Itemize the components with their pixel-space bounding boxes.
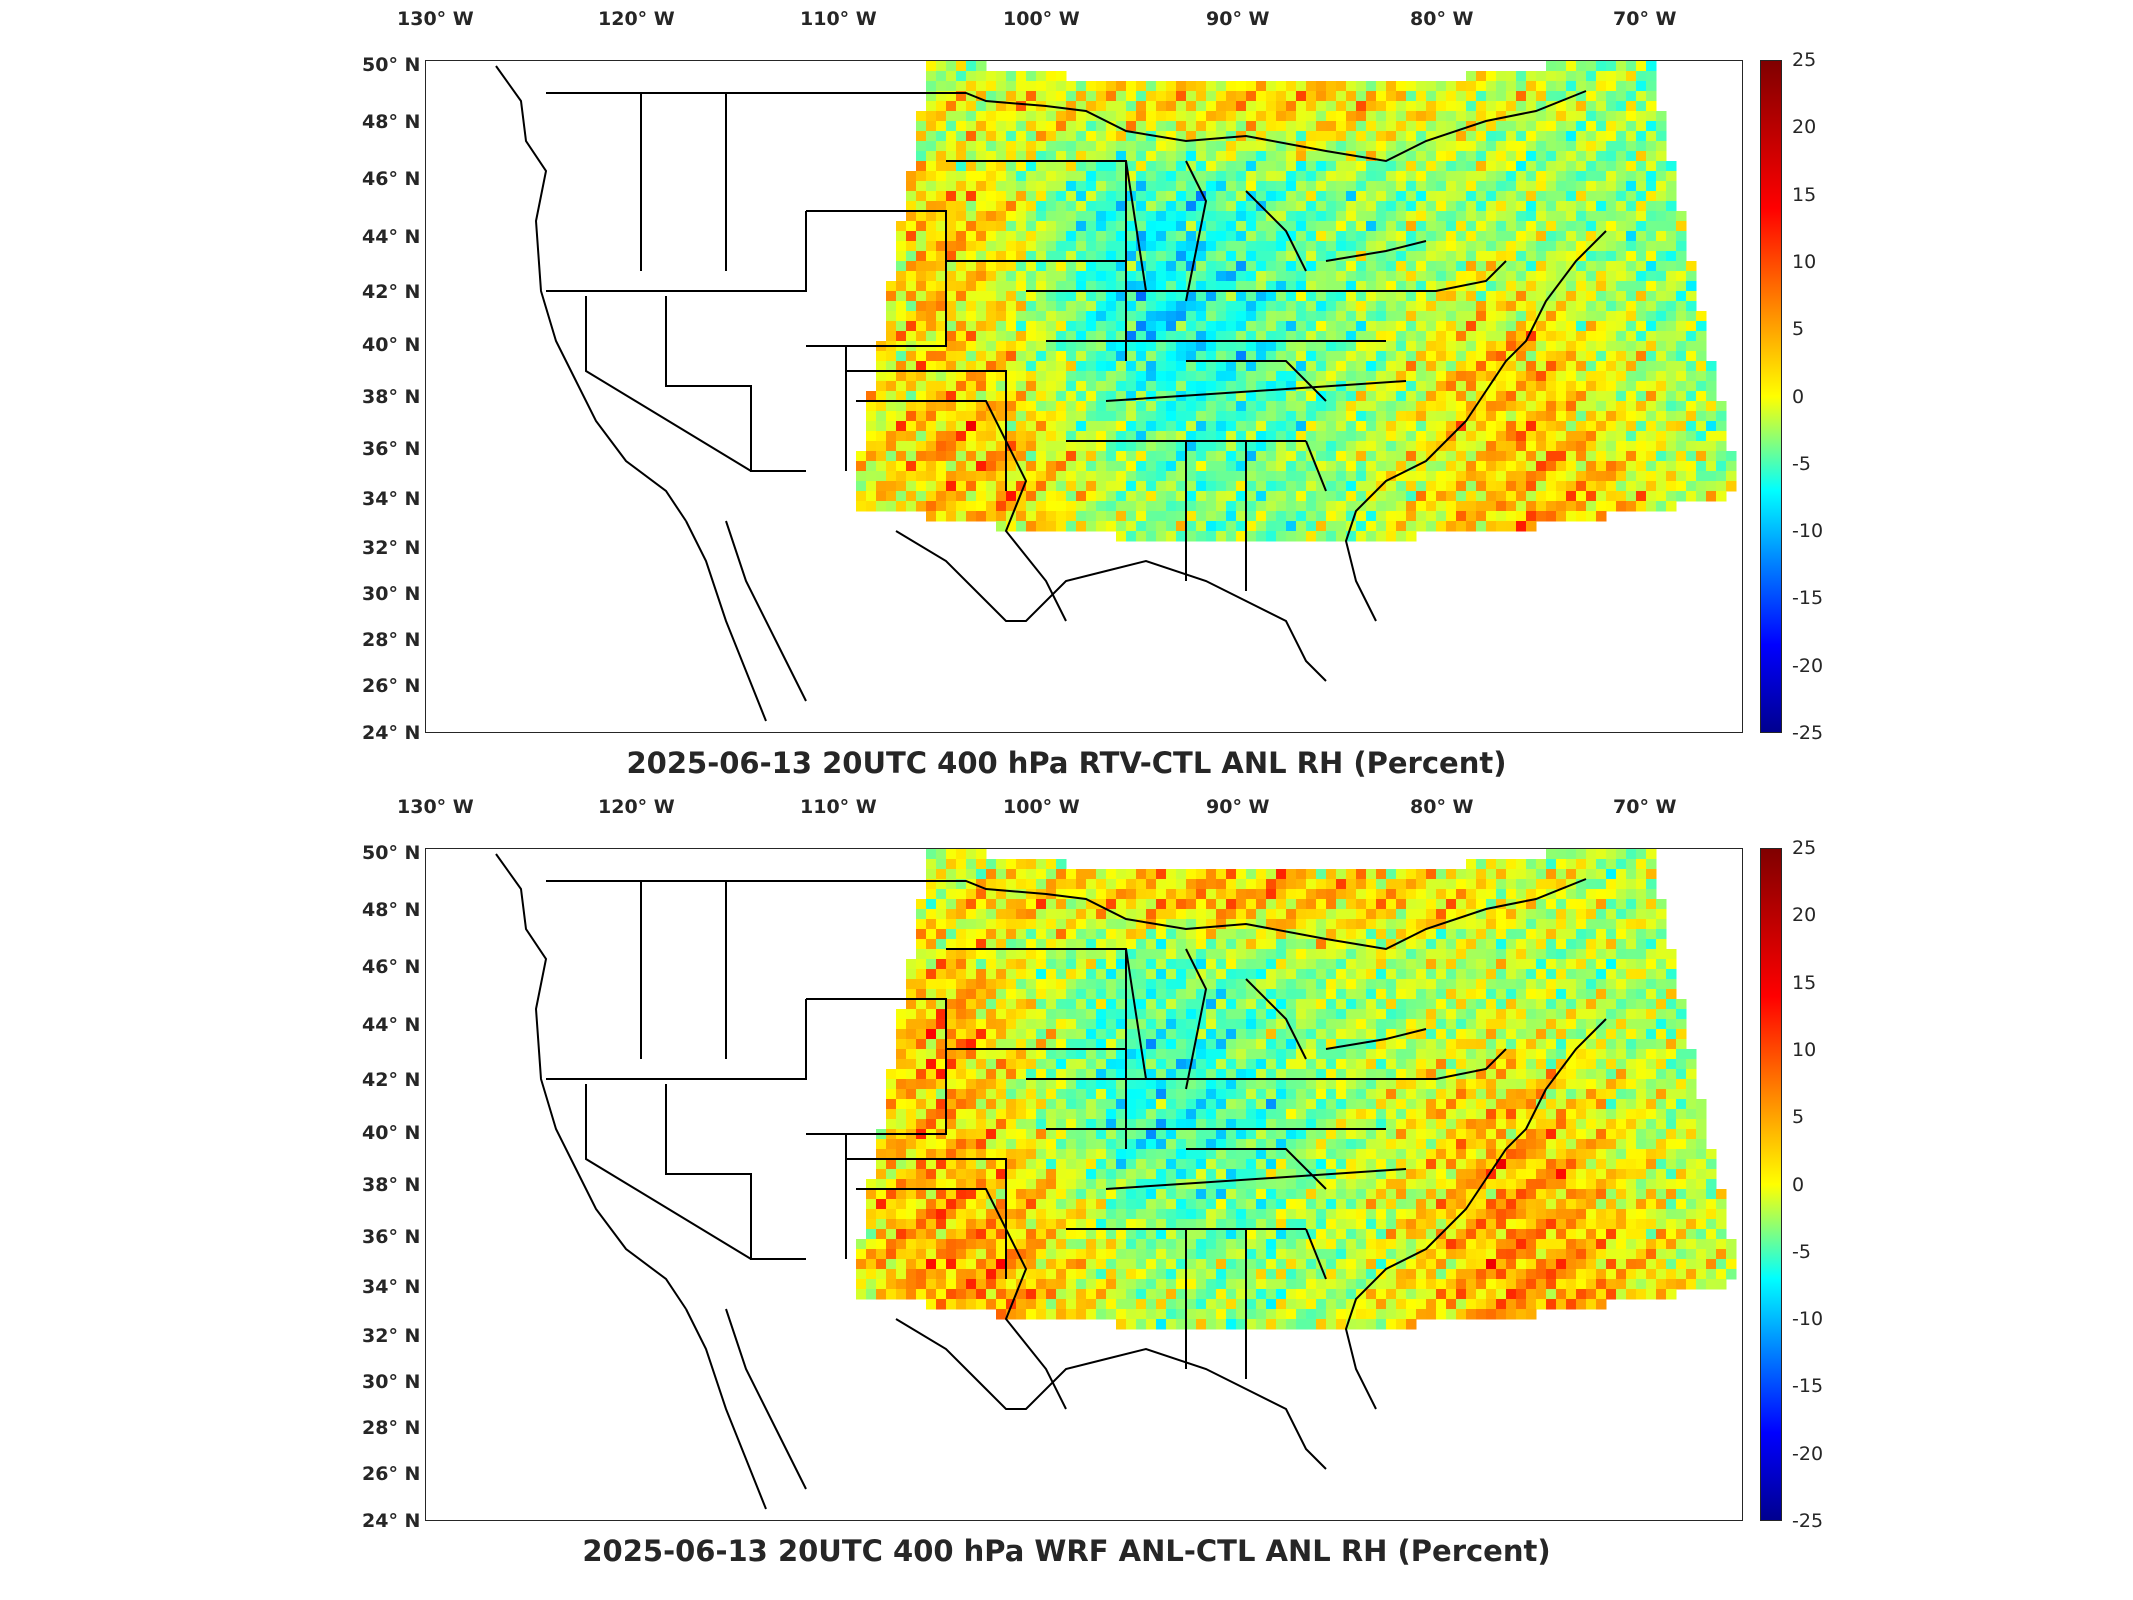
lat-tick: 44° N xyxy=(362,226,420,248)
lat-tick: 30° N xyxy=(362,583,420,605)
colorbar-tick-label: -10 xyxy=(1792,520,1823,542)
lat-tick: 26° N xyxy=(362,675,420,697)
lat-tick: 34° N xyxy=(362,1276,420,1298)
lat-tick: 28° N xyxy=(362,1417,420,1439)
colorbar-tick-label: 15 xyxy=(1792,184,1816,206)
colorbar-tick-label: -5 xyxy=(1792,453,1811,475)
lon-tick: 80° W xyxy=(1410,8,1474,30)
rh-difference-map xyxy=(426,61,1743,733)
panel-title-bottom: 2025-06-13 20UTC 400 hPa WRF ANL-CTL ANL… xyxy=(0,1534,2133,1568)
lat-tick: 24° N xyxy=(362,722,420,744)
lat-tick: 34° N xyxy=(362,488,420,510)
colorbar-tick-label: 25 xyxy=(1792,49,1816,71)
panel-bottom: 130° W 120° W 110° W 100° W 90° W 80° W … xyxy=(0,788,2133,1600)
lat-tick: 32° N xyxy=(362,537,420,559)
lat-tick: 28° N xyxy=(362,629,420,651)
lat-tick: 26° N xyxy=(362,1463,420,1485)
lon-tick: 130° W xyxy=(397,8,474,30)
colorbar-bottom xyxy=(1760,848,1782,1521)
colorbar-tick-label: -10 xyxy=(1792,1308,1823,1330)
lat-tick: 38° N xyxy=(362,386,420,408)
lat-tick: 46° N xyxy=(362,168,420,190)
colorbar-tick-label: 0 xyxy=(1792,1174,1804,1196)
lon-tick: 90° W xyxy=(1206,796,1270,818)
colorbar-tick-label: 5 xyxy=(1792,1106,1804,1128)
map-frame-top xyxy=(425,60,1743,733)
lon-tick: 120° W xyxy=(598,8,675,30)
lon-tick: 70° W xyxy=(1613,8,1677,30)
lon-tick: 110° W xyxy=(800,796,877,818)
boundary-line xyxy=(686,521,766,721)
boundary-line xyxy=(496,66,686,521)
lon-tick: 90° W xyxy=(1206,8,1270,30)
lat-tick: 42° N xyxy=(362,281,420,303)
lat-tick: 24° N xyxy=(362,1510,420,1532)
lat-tick: 40° N xyxy=(362,334,420,356)
colorbar-tick-label: -20 xyxy=(1792,1443,1823,1465)
lat-tick: 50° N xyxy=(362,54,420,76)
boundary-line xyxy=(586,1084,806,1259)
boundary-line xyxy=(586,296,806,471)
lat-tick: 48° N xyxy=(362,899,420,921)
colorbar-tick-label: 10 xyxy=(1792,251,1816,273)
boundary-line xyxy=(896,1319,1326,1469)
lat-tick: 44° N xyxy=(362,1014,420,1036)
lat-tick: 50° N xyxy=(362,842,420,864)
boundary-line xyxy=(896,531,1326,681)
lat-tick: 32° N xyxy=(362,1325,420,1347)
lat-tick: 42° N xyxy=(362,1069,420,1091)
colorbar-tick-label: 20 xyxy=(1792,904,1816,926)
colorbar-tick-label: -5 xyxy=(1792,1241,1811,1263)
panel-title-top: 2025-06-13 20UTC 400 hPa RTV-CTL ANL RH … xyxy=(0,746,2133,780)
colorbar-tick-label: 25 xyxy=(1792,837,1816,859)
boundary-line xyxy=(686,1309,766,1509)
colorbar-tick-label: 20 xyxy=(1792,116,1816,138)
lat-tick: 46° N xyxy=(362,956,420,978)
lat-tick: 40° N xyxy=(362,1122,420,1144)
colorbar-tick-label: -25 xyxy=(1792,722,1823,744)
boundary-line xyxy=(726,1309,806,1489)
lon-tick: 100° W xyxy=(1003,8,1080,30)
rh-difference-map xyxy=(426,849,1743,1521)
lat-tick: 36° N xyxy=(362,1226,420,1248)
lon-tick: 130° W xyxy=(397,796,474,818)
colorbar-tick-label: 10 xyxy=(1792,1039,1816,1061)
colorbar-tick-label: 0 xyxy=(1792,386,1804,408)
panel-top: 130° W 120° W 110° W 100° W 90° W 80° W … xyxy=(0,0,2133,790)
map-frame-bottom xyxy=(425,848,1743,1521)
boundary-line xyxy=(496,854,686,1309)
lat-tick: 30° N xyxy=(362,1371,420,1393)
rh-field xyxy=(856,849,1737,1330)
lat-tick: 38° N xyxy=(362,1174,420,1196)
colorbar-tick-label: 15 xyxy=(1792,972,1816,994)
colorbar-tick-label: -15 xyxy=(1792,587,1823,609)
colorbar-top xyxy=(1760,60,1782,733)
lon-tick: 100° W xyxy=(1003,796,1080,818)
rh-field xyxy=(856,61,1737,542)
lon-tick: 70° W xyxy=(1613,796,1677,818)
colorbar-tick-label: -25 xyxy=(1792,1510,1823,1532)
colorbar-tick-label: 5 xyxy=(1792,318,1804,340)
lat-tick: 48° N xyxy=(362,111,420,133)
boundary-line xyxy=(726,521,806,701)
lat-tick: 36° N xyxy=(362,438,420,460)
lon-tick: 120° W xyxy=(598,796,675,818)
lon-tick: 110° W xyxy=(800,8,877,30)
colorbar-tick-label: -20 xyxy=(1792,655,1823,677)
lon-tick: 80° W xyxy=(1410,796,1474,818)
colorbar-tick-label: -15 xyxy=(1792,1375,1823,1397)
